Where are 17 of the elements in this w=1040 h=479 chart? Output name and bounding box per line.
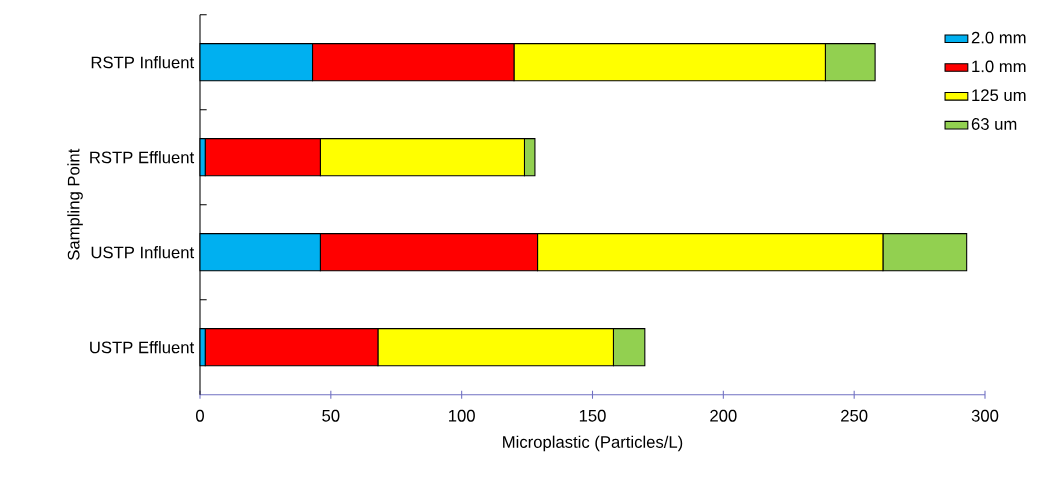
x-tick-label: 150 (579, 409, 606, 422)
legend-label: 2.0 mm (971, 31, 1026, 44)
x-tick-label: 100 (449, 409, 475, 422)
legend-label: 63 um (971, 118, 1017, 130)
legend-label: 125 um (972, 89, 1026, 102)
y-tick-label: RSTP Influent (91, 56, 195, 69)
x-tick-label: 250 (841, 409, 868, 422)
y-tick-label: USTP Effluent (90, 341, 195, 354)
legend-label: 1.0 mm (972, 60, 1026, 73)
x-tick-label: 300 (971, 409, 999, 422)
x-tick-label: 50 (322, 409, 340, 422)
x-tick-label: 0 (196, 409, 204, 422)
y-tick-label: RSTP Effluent (90, 151, 195, 164)
y-axis-title: Sampling Point (67, 148, 83, 260)
y-tick-label: USTP Influent (91, 246, 195, 259)
x-tick-label: 200 (710, 409, 737, 422)
x-axis-title: Microplastic (Particles/L) (503, 435, 683, 452)
